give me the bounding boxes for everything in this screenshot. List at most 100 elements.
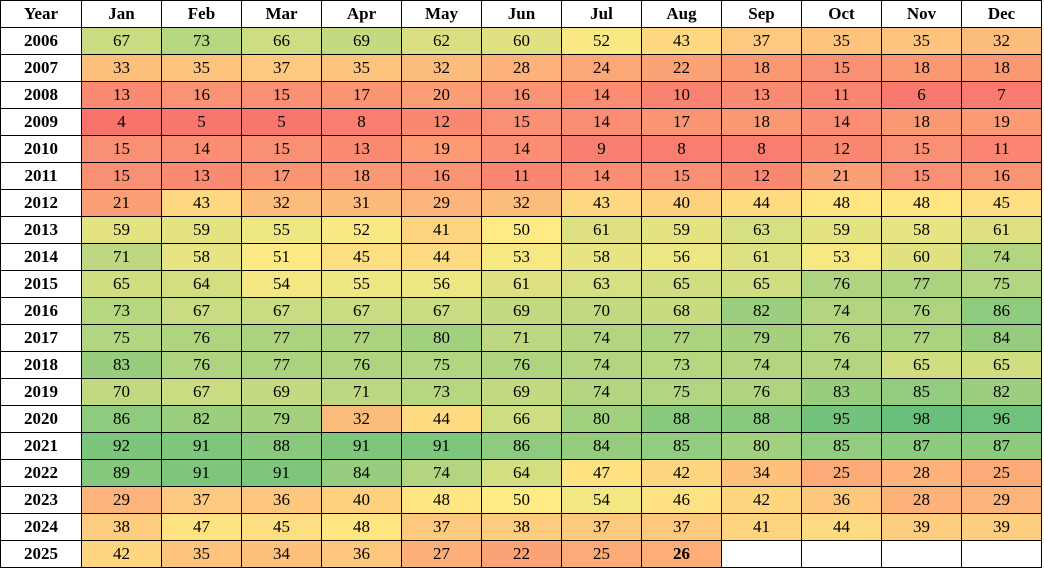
heatmap-cell: 17 (641, 108, 722, 136)
heatmap-cell: 74 (801, 351, 882, 379)
heatmap-cell: 45 (961, 189, 1042, 217)
heatmap-cell: 15 (801, 54, 882, 82)
heatmap-cell: 18 (961, 54, 1042, 82)
column-header-jun: Jun (481, 0, 562, 28)
heatmap-cell: 64 (481, 459, 562, 487)
heatmap-cell: 42 (721, 486, 802, 514)
heatmap-cell: 65 (881, 351, 962, 379)
year-row-2014: 2014 71 58 51 45 44 53 58 56 61 53 60 74 (0, 243, 1042, 271)
year-row-2023: 2023 29 37 36 40 48 50 54 46 42 36 28 29 (0, 486, 1042, 514)
heatmap-cell: 74 (561, 351, 642, 379)
row-header-year: 2021 (0, 432, 82, 460)
heatmap-cell: 11 (801, 81, 882, 109)
heatmap-cell: 67 (161, 378, 242, 406)
heatmap-cell: 37 (161, 486, 242, 514)
heatmap-cell: 73 (401, 378, 482, 406)
heatmap-cell: 92 (81, 432, 162, 460)
heatmap-cell: 61 (561, 216, 642, 244)
heatmap-cell: 74 (561, 378, 642, 406)
row-header-year: 2016 (0, 297, 82, 325)
heatmap-cell: 61 (481, 270, 562, 298)
heatmap-cell: 10 (641, 81, 722, 109)
heatmap-cell: 9 (561, 135, 642, 163)
heatmap-cell: 27 (401, 540, 482, 568)
heatmap-cell: 26 (641, 540, 722, 568)
heatmap-cell: 37 (641, 513, 722, 541)
heatmap-cell (881, 540, 962, 568)
heatmap-cell: 43 (161, 189, 242, 217)
heatmap-cell: 8 (641, 135, 722, 163)
heatmap-cell: 40 (321, 486, 402, 514)
heatmap-cell: 77 (641, 324, 722, 352)
heatmap-cell: 36 (801, 486, 882, 514)
heatmap-cell: 77 (241, 324, 322, 352)
heatmap-cell: 15 (81, 135, 162, 163)
heatmap-cell: 76 (161, 324, 242, 352)
row-header-year: 2017 (0, 324, 82, 352)
heatmap-cell: 14 (481, 135, 562, 163)
column-header-sep: Sep (721, 0, 802, 28)
heatmap-cell: 91 (161, 432, 242, 460)
heatmap-cell: 8 (721, 135, 802, 163)
heatmap-cell (961, 540, 1042, 568)
heatmap-cell: 12 (401, 108, 482, 136)
row-header-year: 2009 (0, 108, 82, 136)
heatmap-cell: 71 (81, 243, 162, 271)
data-rows: 2006 67 73 66 69 62 60 52 43 37 35 35 32 2007 33 35 37 35… (0, 27, 1042, 568)
heatmap-cell: 16 (481, 81, 562, 109)
heatmap-cell: 18 (721, 54, 802, 82)
heatmap-cell: 61 (721, 243, 802, 271)
heatmap-cell: 32 (481, 189, 562, 217)
heatmap-cell: 84 (321, 459, 402, 487)
heatmap-cell: 15 (641, 162, 722, 190)
heatmap-cell: 18 (721, 108, 802, 136)
heatmap-cell: 70 (561, 297, 642, 325)
heatmap-cell: 15 (81, 162, 162, 190)
heatmap-cell: 84 (961, 324, 1042, 352)
heatmap-cell: 96 (961, 405, 1042, 433)
heatmap-cell: 44 (801, 513, 882, 541)
heatmap-cell: 74 (401, 459, 482, 487)
heatmap-cell: 34 (721, 459, 802, 487)
heatmap-cell: 25 (561, 540, 642, 568)
heatmap-cell: 73 (161, 27, 242, 55)
heatmap-cell: 34 (241, 540, 322, 568)
heatmap-cell: 77 (241, 351, 322, 379)
heatmap-cell: 85 (641, 432, 722, 460)
column-header-oct: Oct (801, 0, 882, 28)
column-header-apr: Apr (321, 0, 402, 28)
heatmap-cell: 20 (401, 81, 482, 109)
heatmap-cell: 29 (961, 486, 1042, 514)
year-row-2025: 2025 42 35 34 36 27 22 25 26 (0, 540, 1042, 568)
heatmap-cell: 64 (161, 270, 242, 298)
heatmap-cell: 89 (81, 459, 162, 487)
heatmap-cell: 86 (961, 297, 1042, 325)
heatmap-cell: 69 (241, 378, 322, 406)
heatmap-cell: 32 (241, 189, 322, 217)
heatmap-cell: 13 (161, 162, 242, 190)
heatmap-cell: 22 (641, 54, 722, 82)
heatmap-cell: 18 (321, 162, 402, 190)
heatmap-cell: 60 (481, 27, 562, 55)
heatmap-cell: 44 (401, 405, 482, 433)
heatmap-cell: 11 (481, 162, 562, 190)
heatmap-cell: 15 (241, 81, 322, 109)
heatmap-cell: 61 (961, 216, 1042, 244)
heatmap-cell: 14 (561, 81, 642, 109)
heatmap-cell: 70 (81, 378, 162, 406)
heatmap-cell: 75 (641, 378, 722, 406)
heatmap-cell: 85 (801, 432, 882, 460)
heatmap-cell: 42 (641, 459, 722, 487)
row-header-year: 2007 (0, 54, 82, 82)
row-header-year: 2023 (0, 486, 82, 514)
heatmap-cell: 56 (641, 243, 722, 271)
heatmap-cell: 35 (161, 540, 242, 568)
heatmap-cell: 19 (961, 108, 1042, 136)
heatmap-cell: 12 (721, 162, 802, 190)
heatmap-cell: 87 (881, 432, 962, 460)
row-header-year: 2020 (0, 405, 82, 433)
heatmap-cell: 13 (321, 135, 402, 163)
heatmap-cell: 16 (961, 162, 1042, 190)
year-row-2011: 2011 15 13 17 18 16 11 14 15 12 21 15 16 (0, 162, 1042, 190)
heatmap-cell: 66 (481, 405, 562, 433)
